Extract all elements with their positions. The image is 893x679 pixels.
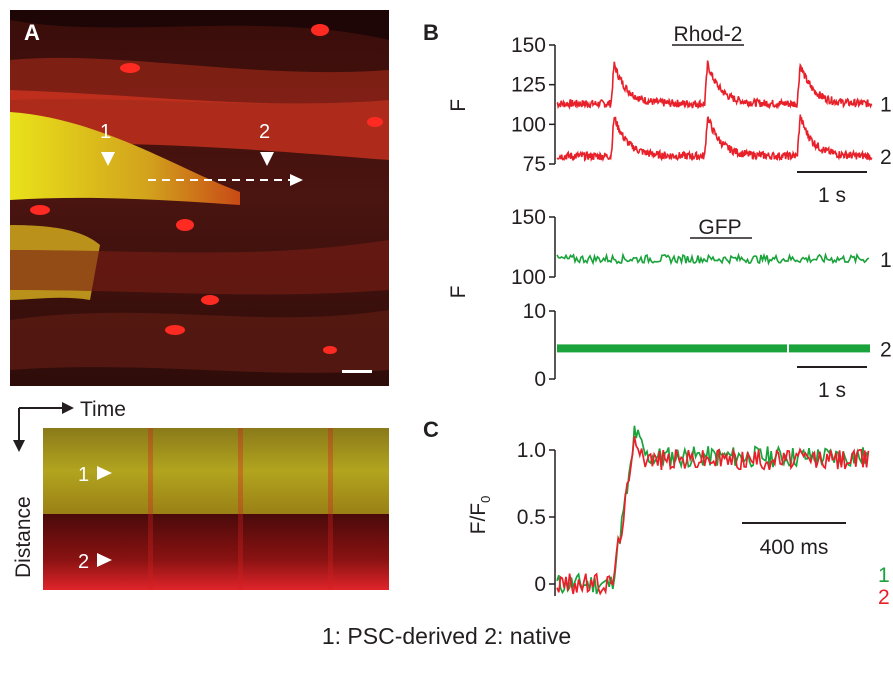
y-tick-label: 100	[511, 266, 546, 289]
y-tick-label: 0	[534, 573, 546, 596]
y-axis-label-sub: 0	[478, 496, 493, 503]
micrograph: A 1 2	[10, 10, 389, 386]
y-tick-label: 75	[523, 153, 546, 176]
panel-label-c: C	[423, 417, 439, 442]
kymo-distance-label: Distance	[12, 496, 35, 578]
y-axis-label-main: F/F	[467, 503, 490, 535]
y-axis-label: F	[447, 286, 470, 299]
arrowhead-icon	[101, 152, 115, 166]
y-tick-label: 125	[511, 74, 546, 97]
cell-label-1: 1	[100, 121, 111, 143]
y-tick-label: 100	[511, 113, 546, 136]
arrowhead-icon	[260, 152, 274, 166]
kymo-stripe	[148, 428, 153, 590]
series-label: 2	[880, 146, 892, 169]
y-tick-label: 0.5	[517, 506, 546, 529]
y-axis-label: F	[447, 99, 470, 112]
panel-label-a: A	[24, 20, 40, 45]
y-axis-label: F/F0	[467, 496, 493, 535]
series-label-2: 2	[878, 586, 890, 609]
kymo-stripe	[328, 428, 333, 590]
gfp-plot-1: 150 100 GFP F 1	[447, 206, 892, 298]
figure-caption: 1: PSC-derived 2: native	[321, 623, 572, 649]
series-line-1	[556, 425, 869, 595]
y-tick-label: 1.0	[517, 439, 546, 462]
series-label: 1	[880, 249, 892, 272]
y-tick-label: 150	[511, 34, 546, 57]
series-line-2	[557, 344, 870, 353]
kymograph-axes: Time Distance	[12, 398, 126, 578]
arrow-right-icon	[62, 402, 74, 414]
chart-title: Rhod-2	[674, 23, 743, 46]
kymograph: 1 2	[43, 428, 389, 590]
series-label: 2	[880, 338, 892, 361]
series-line-1	[556, 251, 870, 266]
scalebar-label: 400 ms	[760, 536, 829, 559]
series-label: 1	[880, 94, 892, 117]
rhod2-plot: 150 125 100 75 F Rhod-2 1 2 1 s	[447, 23, 892, 207]
kymo-time-label: Time	[80, 398, 126, 421]
arrow-down-icon	[13, 440, 25, 452]
kymo-stripe	[238, 428, 243, 590]
panel-label-b: B	[423, 20, 439, 45]
cell-label-2: 2	[259, 121, 270, 143]
arrowhead-icon	[97, 466, 112, 480]
series-line-2	[556, 114, 873, 163]
series-line-2	[556, 436, 870, 596]
y-tick-label: 0	[534, 368, 546, 391]
scale-bar	[342, 370, 372, 373]
arrowhead-icon	[97, 553, 112, 567]
gfp-plot-2: 10 0 2 1 s	[523, 300, 892, 402]
y-tick-label: 150	[511, 206, 546, 229]
kymo-cell-label-1: 1	[78, 464, 89, 486]
kymo-cell-label-2: 2	[78, 551, 89, 573]
scalebar-label: 1 s	[818, 184, 846, 207]
trace-gap	[787, 344, 789, 353]
series-label-1: 1	[878, 564, 890, 587]
y-tick-label: 10	[523, 300, 546, 323]
series-line-1	[556, 60, 873, 110]
chart-title: GFP	[698, 216, 741, 239]
arrow-right-icon	[290, 174, 303, 186]
scalebar-label: 1 s	[818, 379, 846, 402]
